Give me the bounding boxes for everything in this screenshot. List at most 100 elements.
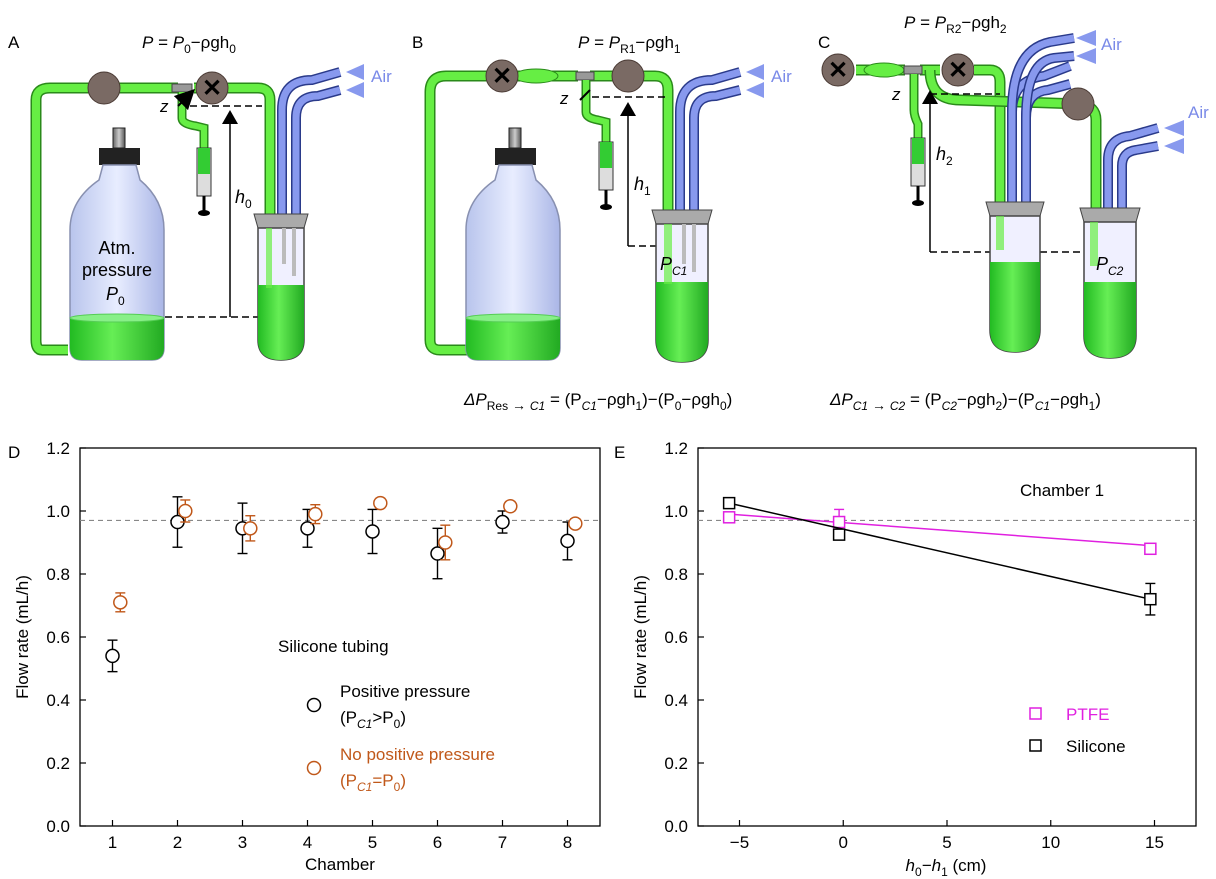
data-point <box>300 521 315 536</box>
data-point <box>1144 542 1157 556</box>
h0-label: h0 <box>235 187 252 211</box>
data-point <box>832 528 846 541</box>
data-point <box>503 499 518 514</box>
svg-text:Air: Air <box>771 67 792 86</box>
svg-text:pressure: pressure <box>82 260 152 280</box>
data-point <box>365 524 380 539</box>
y-tick-label: 0.2 <box>664 754 688 773</box>
data-point <box>308 506 323 522</box>
x-tick-label: 7 <box>498 833 507 852</box>
y-tick-label: 0.4 <box>664 691 688 710</box>
data-point <box>495 514 510 530</box>
panel-c-equation: P = PR2−ρgh2 <box>904 13 1007 36</box>
legend-label: Silicone <box>1066 737 1126 756</box>
valve-open-icon <box>611 59 645 93</box>
svg-text:Air: Air <box>1188 103 1209 122</box>
y-tick-label: 1.0 <box>46 502 70 521</box>
x-axis-label: h0−h1 (cm) <box>906 856 987 879</box>
svg-text:✕: ✕ <box>828 57 848 84</box>
data-point <box>1144 592 1157 606</box>
x-tick-label: 4 <box>303 833 312 852</box>
x-axis-label: Chamber <box>305 855 375 874</box>
svg-text:✕: ✕ <box>202 75 222 102</box>
svg-text:z: z <box>159 97 169 116</box>
valve-open-icon <box>87 71 121 105</box>
y-tick-label: 0.0 <box>664 817 688 836</box>
x-tick-label: 5 <box>368 833 377 852</box>
data-point <box>832 515 846 529</box>
data-point <box>105 648 120 664</box>
y-tick-label: 0.0 <box>46 817 70 836</box>
svg-text:z: z <box>559 89 569 108</box>
x-tick-label: 10 <box>1041 833 1060 852</box>
panel-b: B P = PR1−ρgh1 ✕ z h1 <box>412 33 792 413</box>
y-axis-label: Flow rate (mL/h) <box>631 575 650 699</box>
legend-label: PTFE <box>1066 705 1109 724</box>
fit-line <box>729 513 1151 547</box>
data-point <box>568 516 583 531</box>
x-tick-label: 3 <box>238 833 247 852</box>
svg-text:z: z <box>891 85 901 104</box>
panel-a-letter: A <box>8 33 20 52</box>
x-tick-label: −5 <box>730 833 749 852</box>
y-tick-label: 0.6 <box>46 628 70 647</box>
tube-green <box>32 84 178 354</box>
y-tick-label: 1.2 <box>664 439 688 458</box>
legend-marker <box>1029 707 1042 720</box>
svg-text:PC1: PC1 <box>660 254 687 278</box>
panel-a: A P = P0−ρgh0 ✕ z h0 <box>8 33 392 361</box>
svg-text:E: E <box>614 443 625 462</box>
y-tick-label: 1.0 <box>664 502 688 521</box>
legend-title: Silicone tubing <box>278 637 389 656</box>
data-point <box>722 511 736 524</box>
plot-frame <box>697 447 1197 827</box>
x-tick-label: 5 <box>942 833 951 852</box>
valve-closed-icon <box>821 53 855 87</box>
y-tick-label: 0.6 <box>664 628 688 647</box>
x-tick-label: 15 <box>1145 833 1164 852</box>
data-point <box>243 521 258 536</box>
fit-line <box>728 502 1151 600</box>
chart-d: D 0.0 0.2 0.4 0.6 0.8 1.0 1.2 1 2 3 4 5 6 7 8 Flow rate… <box>8 439 601 874</box>
legend-marker <box>306 697 322 713</box>
x-tick-label: 6 <box>433 833 442 852</box>
svg-text:h2: h2 <box>936 144 953 168</box>
legend-marker <box>1029 739 1042 752</box>
panel-c: C P = PR2−ρgh2 ✕ ✕ z h2 <box>818 13 1209 413</box>
svg-text:D: D <box>8 443 20 462</box>
y-tick-label: 0.4 <box>46 691 70 710</box>
svg-text:✕: ✕ <box>948 57 968 84</box>
panel-a-equation: P = P0−ρgh0 <box>142 33 236 56</box>
valve-open-icon <box>1061 87 1095 121</box>
valve-closed-icon <box>195 71 229 105</box>
svg-text:Atm.: Atm. <box>98 238 135 258</box>
svg-text:h1: h1 <box>634 174 651 198</box>
svg-text:Air: Air <box>1101 35 1122 54</box>
svg-text:PC2: PC2 <box>1096 254 1124 278</box>
svg-text:C: C <box>818 33 830 52</box>
y-tick-label: 1.2 <box>46 439 70 458</box>
data-point <box>373 495 388 511</box>
chart-e: E 0.0 0.2 0.4 0.6 0.8 1.0 1.2 −5 0 5 10 15 Flow rate… <box>614 439 1197 879</box>
legend-marker <box>306 760 322 776</box>
x-tick-label: 2 <box>173 833 182 852</box>
y-tick-label: 0.8 <box>664 565 688 584</box>
svg-text:P0: P0 <box>106 284 125 308</box>
svg-text:B: B <box>412 33 423 52</box>
legend-label-2: (PC1=P0) <box>340 771 406 794</box>
legend-label-2: (PC1>P0) <box>340 708 406 731</box>
legend-label: Positive pressure <box>340 682 470 701</box>
panel-b-equation: P = PR1−ρgh1 <box>578 33 681 56</box>
formula-b: ΔPRes → C1 = (PC1−ρgh1)−(P0−ρgh0) <box>463 390 732 413</box>
valve-closed-icon <box>485 59 519 93</box>
y-axis-label: Flow rate (mL/h) <box>13 575 32 699</box>
data-point <box>560 533 575 549</box>
y-tick-label: 0.8 <box>46 565 70 584</box>
x-tick-label: 1 <box>108 833 117 852</box>
x-tick-label: 0 <box>839 833 848 852</box>
svg-text:Air: Air <box>371 67 392 86</box>
y-tick-label: 0.2 <box>46 754 70 773</box>
data-point <box>430 546 445 561</box>
svg-text:✕: ✕ <box>492 63 512 90</box>
